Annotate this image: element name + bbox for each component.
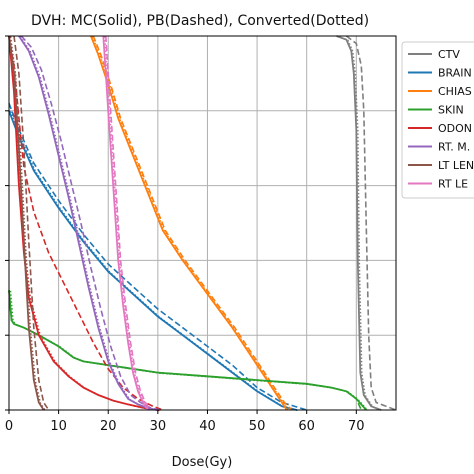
series-line-mc-lt-lens [8,35,45,411]
legend: CTV BRAIN CHIAS SKIN ODON RT. M. LT LEN RT LE [401,41,474,199]
series-line-converted-brain [9,111,299,412]
chart-title: DVH: MC(Solid), PB(Dashed), Converted(Do… [31,13,369,29]
series-line-mc-rt-lens [102,35,149,411]
plot-frame [8,35,397,411]
series-line-mc-ctv [336,35,382,411]
series-line-pb-rt-lens [105,35,152,411]
axis-ticks: 0 10 20 30 40 50 60 70 [5,35,365,434]
series-line-mc-skin [8,290,367,411]
series-line-pb-odontoid [8,35,164,411]
series-line-pb-brain [8,103,307,411]
legend-entry-6: LT LEN [438,159,474,172]
series-line-converted-rt-lens [104,36,151,411]
series-line-pb-lt-lens [13,35,50,411]
legend-entry-5: RT. M. [438,141,470,154]
x-tick-label-5: 50 [249,419,266,434]
series-line-converted-rt-mandible [19,36,160,412]
series-line-pb-skin [8,290,363,411]
x-tick-label-3: 30 [150,419,167,434]
x-tick-label-1: 10 [50,419,67,434]
legend-entry-4: ODON [438,122,472,135]
legend-entry-7: RT LE [438,178,468,191]
x-tick-label-6: 60 [298,419,315,434]
series-line-pb-ctv [345,35,397,411]
legend-entry-3: SKIN [438,104,464,117]
x-tick-label-0: 0 [5,419,13,434]
series-line-converted-lt-lens [9,36,46,411]
grid [8,35,396,411]
x-tick-label-2: 20 [100,419,117,434]
legend-entry-2: CHIAS [438,85,472,98]
series-line-pb-chiasm [92,35,293,411]
series-line-converted-chiasm [91,36,289,411]
legend-entry-1: BRAIN [438,67,472,80]
series-line-mc-rt-mandible [18,35,158,411]
legend-box [401,41,474,199]
series-lines [8,35,397,412]
x-tick-label-7: 70 [348,419,365,434]
legend-entry-0: CTV [438,48,460,61]
series-line-pb-rt-mandible [20,35,161,411]
x-tick-label-4: 40 [199,419,216,434]
x-axis-label: Dose(Gy) [172,455,233,470]
